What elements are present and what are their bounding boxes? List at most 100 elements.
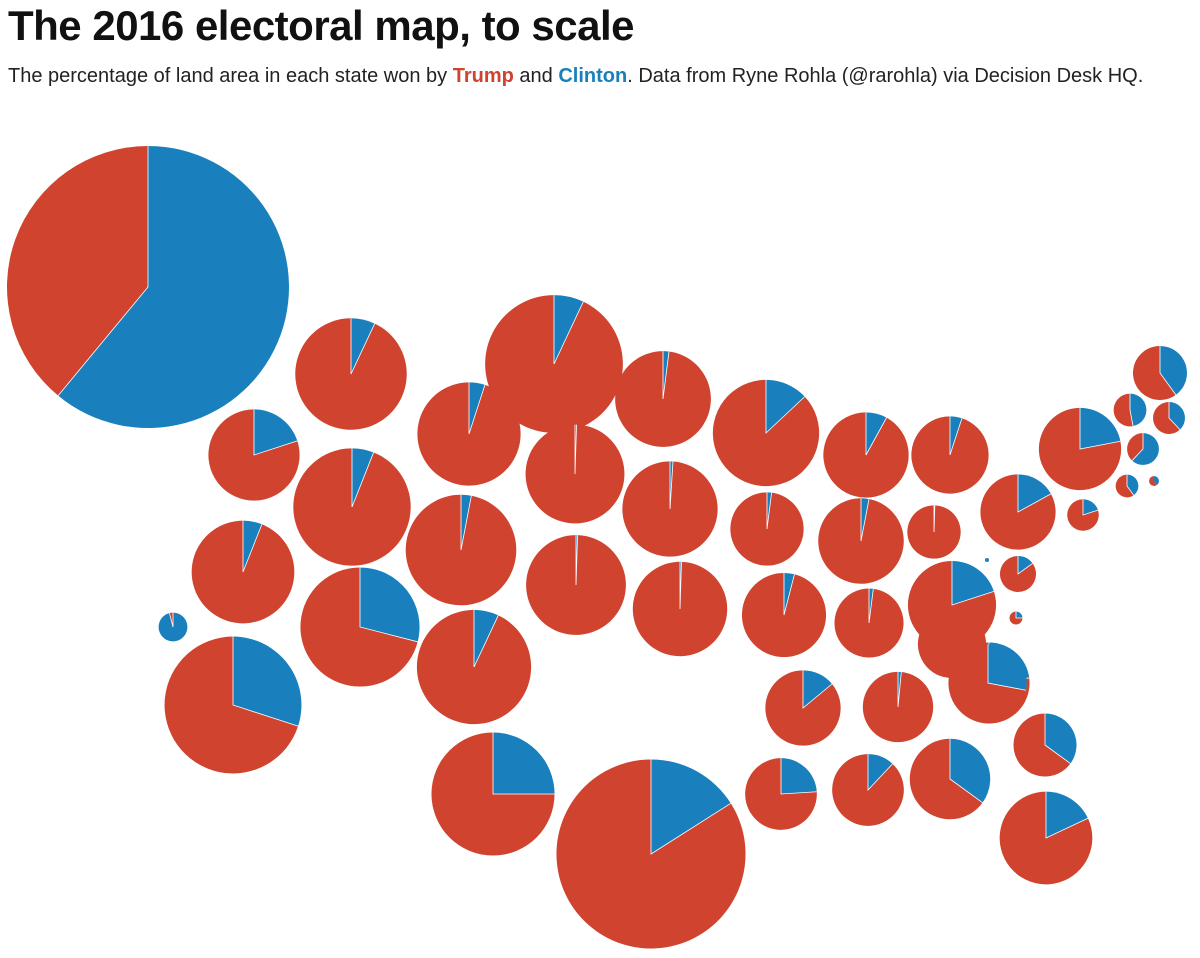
slice-divider-mn [765, 379, 806, 434]
clinton-slice-mn [766, 379, 805, 433]
clinton-slice-ak [58, 146, 290, 428]
state-pie-va [980, 474, 1056, 550]
trump-slice-ak [7, 146, 148, 396]
slice-divider-ne [575, 535, 578, 586]
clinton-slice-mt [554, 295, 584, 364]
state-pie-mo [741, 572, 827, 658]
state-pie-wi [823, 412, 909, 498]
slice-divider-sc [1044, 713, 1071, 764]
slice-divider-va [1017, 474, 1052, 513]
state-pie-ia [730, 492, 804, 566]
subtitle-source: . Data from Ryne Rohla (@rarohla) via De… [627, 65, 1144, 87]
subtitle-text: The percentage of land area in each stat… [8, 65, 453, 87]
trump-slice-az [300, 567, 418, 687]
state-pie-tx [556, 759, 746, 949]
trump-slice-ri [1149, 476, 1157, 486]
slice-divider-ia [766, 492, 772, 530]
state-pie-ok [632, 561, 728, 657]
slice-divider-ar [802, 670, 833, 709]
trump-slice-nh [1153, 402, 1180, 434]
clinton-slice-ca [233, 636, 302, 727]
clinton-slice-me [1160, 345, 1188, 395]
clinton-slice-ma [1132, 433, 1159, 465]
state-pie-il [818, 498, 904, 584]
slice-divider-az [359, 567, 418, 643]
slice-divider-id [242, 520, 263, 573]
state-pie-ma [1127, 433, 1159, 465]
slice-divider-nd [662, 351, 670, 400]
clinton-slice-ri [1154, 476, 1159, 485]
clinton-slice-sc [1045, 713, 1077, 764]
state-pie-dc [985, 558, 989, 562]
state-pie-mn [712, 379, 820, 487]
slice-divider-nc [987, 644, 1027, 691]
clinton-slice-ms [950, 738, 991, 803]
state-pie-ne [526, 535, 626, 635]
state-pie-ar [765, 670, 841, 746]
slice-divider-ok [679, 561, 682, 610]
slice-divider-ma [1131, 433, 1144, 461]
state-pie-ms [909, 738, 991, 820]
state-pie-wa [208, 409, 300, 501]
legend-trump-label: Trump [452, 65, 514, 87]
clinton-slice-nm [493, 732, 555, 794]
slice-divider-ny [1079, 407, 1121, 450]
state-pie-nv [293, 448, 411, 566]
slice-divider-tn [867, 754, 893, 792]
state-pie-id [191, 520, 295, 624]
slice-divider-co [473, 609, 499, 668]
state-pie-de [1009, 611, 1023, 625]
slice-divider-in [868, 588, 874, 624]
trump-slice-sc [1013, 713, 1071, 777]
slice-divider-de [1015, 611, 1023, 619]
slice-divider-fl [1045, 791, 1089, 839]
slice-divider-ky [897, 671, 902, 708]
slice-divider-wv [933, 505, 936, 533]
slice-divider-hi [169, 612, 174, 628]
slice-divider-ga [951, 560, 995, 606]
state-pie-ny [1038, 407, 1122, 491]
clinton-slice-ct [1127, 474, 1139, 496]
slice-divider-or [350, 318, 376, 375]
state-pie-ri [1149, 476, 1159, 486]
slice-divider-il [860, 498, 870, 542]
clinton-slice-fl [1046, 791, 1088, 838]
clinton-slice-vt [1130, 393, 1147, 427]
slice-divider-pa [949, 416, 963, 456]
slice-divider-md [1017, 555, 1033, 575]
state-pie-mt [485, 295, 623, 433]
subtitle-and: and [513, 65, 559, 87]
slice-divider-wa [253, 409, 298, 456]
state-pie-me [1132, 345, 1188, 401]
clinton-slice-co [474, 609, 499, 667]
slice-divider-mt [553, 295, 584, 365]
slice-divider-sd [574, 424, 577, 475]
trump-slice-ca [164, 636, 299, 774]
legend-clinton-label: Clinton [558, 65, 628, 87]
chart-subtitle: The percentage of land area in each stat… [8, 62, 1188, 90]
slice-divider-wi [865, 412, 887, 456]
slice-divider-nh [1168, 402, 1181, 430]
state-pie-wv [907, 505, 961, 559]
state-pie-md [999, 555, 1037, 593]
state-pie-ky [862, 671, 934, 743]
state-pie-nm [431, 732, 555, 856]
clinton-slice-dc [985, 558, 989, 562]
clinton-slice-or [351, 318, 375, 374]
clinton-slice-de [1016, 611, 1023, 618]
state-pie-la [745, 758, 817, 830]
clinton-slice-az [360, 567, 420, 642]
state-pie-wy [405, 494, 517, 606]
state-pie-nh [1153, 402, 1185, 434]
trump-slice-me [1132, 345, 1176, 401]
clinton-slice-md [1018, 555, 1033, 574]
clinton-slice-ny [1080, 407, 1121, 449]
slice-divider-la [780, 758, 817, 795]
slice-divider-wy [460, 494, 472, 551]
state-pie-ut [417, 382, 521, 486]
state-pie-vt [1113, 393, 1147, 427]
slice-divider-nv [351, 448, 374, 508]
state-pie-or [295, 318, 407, 430]
slice-divider-ut [468, 382, 486, 435]
